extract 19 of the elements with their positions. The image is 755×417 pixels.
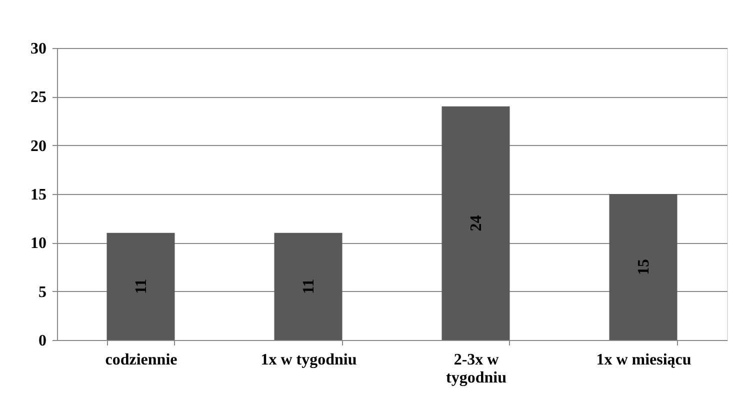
- data-label: 11: [132, 278, 150, 294]
- x-tick-label: codziennie: [105, 352, 178, 368]
- y-tick-label: 30: [30, 40, 46, 58]
- data-label: 11: [300, 278, 318, 294]
- x-tick-label: 1x w miesiącu: [596, 352, 692, 368]
- data-label: 15: [635, 259, 652, 275]
- y-tick-label: 25: [30, 89, 46, 106]
- y-tick-label: 10: [30, 235, 46, 252]
- bar: [609, 194, 678, 340]
- bar: [442, 106, 510, 340]
- y-tick-label: 0: [38, 332, 46, 350]
- bar: [106, 232, 175, 340]
- data-label: 24: [468, 215, 485, 232]
- y-tick-label: 5: [38, 284, 46, 301]
- x-tick-label: 1x w tygodniu: [260, 352, 357, 368]
- y-tick-label: 15: [30, 186, 46, 204]
- y-tick-label: 20: [30, 138, 46, 155]
- bar: [274, 232, 342, 340]
- x-tick-label: 2-3x w tygodniu: [446, 352, 507, 386]
